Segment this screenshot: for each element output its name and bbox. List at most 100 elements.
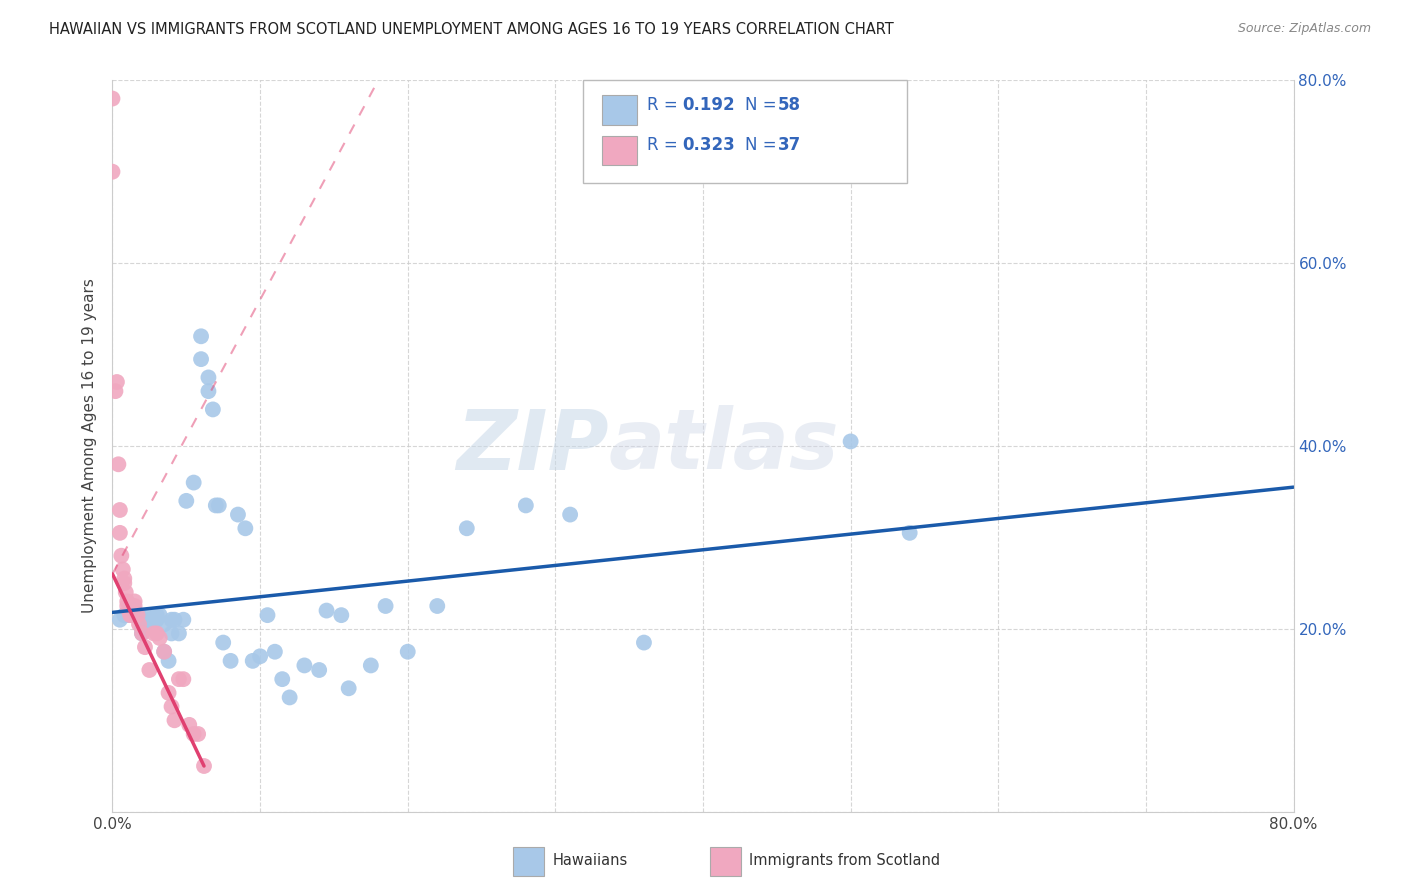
Point <box>157 686 180 700</box>
Point <box>193 759 215 773</box>
Text: Immigrants from Scotland: Immigrants from Scotland <box>749 854 941 868</box>
Point <box>124 594 146 608</box>
Point <box>128 608 150 623</box>
Point <box>110 549 132 563</box>
Point <box>153 645 176 659</box>
Point <box>264 645 287 659</box>
Text: 37: 37 <box>778 136 801 154</box>
Point <box>160 699 183 714</box>
Point <box>292 658 315 673</box>
Point <box>124 608 146 623</box>
Point <box>233 521 256 535</box>
Point <box>633 635 655 649</box>
Point <box>190 329 212 343</box>
Point <box>112 608 135 623</box>
Point <box>197 370 219 384</box>
Point <box>138 613 160 627</box>
Point <box>134 640 156 655</box>
Point <box>187 727 209 741</box>
Text: 0.192: 0.192 <box>682 96 734 114</box>
Point <box>105 375 128 389</box>
Point <box>271 672 294 686</box>
Point <box>360 658 382 673</box>
Point <box>183 475 205 490</box>
Text: R =: R = <box>647 96 683 114</box>
Y-axis label: Unemployment Among Ages 16 to 19 years: Unemployment Among Ages 16 to 19 years <box>82 278 97 614</box>
Point <box>172 613 194 627</box>
Point <box>124 599 146 613</box>
Point <box>212 635 235 649</box>
Point <box>146 608 169 623</box>
Point <box>515 499 537 513</box>
Point <box>197 384 219 398</box>
Point <box>208 499 231 513</box>
Point <box>131 626 153 640</box>
Point <box>149 608 172 623</box>
Point <box>128 617 150 632</box>
Point <box>121 608 143 623</box>
Point <box>157 654 180 668</box>
Point <box>124 603 146 617</box>
Point <box>117 608 138 623</box>
Text: Source: ZipAtlas.com: Source: ZipAtlas.com <box>1237 22 1371 36</box>
Point <box>226 508 249 522</box>
Text: N =: N = <box>745 136 782 154</box>
Point <box>101 164 124 178</box>
Point <box>160 626 183 640</box>
Point <box>242 654 264 668</box>
Point <box>112 572 135 586</box>
Point <box>163 714 186 728</box>
Point <box>108 613 131 627</box>
Text: N =: N = <box>745 96 782 114</box>
Point <box>112 576 135 591</box>
Point <box>426 599 449 613</box>
Text: HAWAIIAN VS IMMIGRANTS FROM SCOTLAND UNEMPLOYMENT AMONG AGES 16 TO 19 YEARS CORR: HAWAIIAN VS IMMIGRANTS FROM SCOTLAND UNE… <box>49 22 894 37</box>
Point <box>167 626 190 640</box>
Point <box>456 521 478 535</box>
Point <box>127 608 149 623</box>
Point <box>839 434 862 449</box>
Point <box>898 525 921 540</box>
Point <box>107 457 129 471</box>
Point <box>249 649 271 664</box>
Point <box>174 494 197 508</box>
Text: atlas: atlas <box>609 406 839 486</box>
Point <box>315 603 337 617</box>
Point <box>160 613 183 627</box>
Text: R =: R = <box>647 136 683 154</box>
Point <box>163 613 186 627</box>
Point <box>142 613 165 627</box>
Point <box>117 599 138 613</box>
Point <box>201 402 224 417</box>
Point <box>146 613 169 627</box>
Point <box>219 654 242 668</box>
Point <box>120 603 142 617</box>
Text: 0.323: 0.323 <box>682 136 735 154</box>
Point <box>138 663 160 677</box>
Point <box>205 499 228 513</box>
Point <box>179 718 201 732</box>
Point <box>104 384 127 398</box>
Point <box>183 727 205 741</box>
Point <box>120 608 142 623</box>
Point <box>153 645 176 659</box>
Point <box>278 690 301 705</box>
Point <box>114 585 136 599</box>
Text: 58: 58 <box>778 96 800 114</box>
Text: Hawaiians: Hawaiians <box>553 854 628 868</box>
Point <box>558 508 582 522</box>
Point <box>108 503 131 517</box>
Point <box>167 672 190 686</box>
Point <box>101 91 124 105</box>
Point <box>131 622 153 636</box>
Point <box>374 599 396 613</box>
Point <box>138 608 160 623</box>
Point <box>108 525 131 540</box>
Point <box>153 617 176 632</box>
Point <box>146 626 169 640</box>
Point <box>172 672 194 686</box>
Point <box>134 617 156 632</box>
Point <box>190 352 212 367</box>
Point <box>330 608 353 623</box>
Point <box>308 663 330 677</box>
